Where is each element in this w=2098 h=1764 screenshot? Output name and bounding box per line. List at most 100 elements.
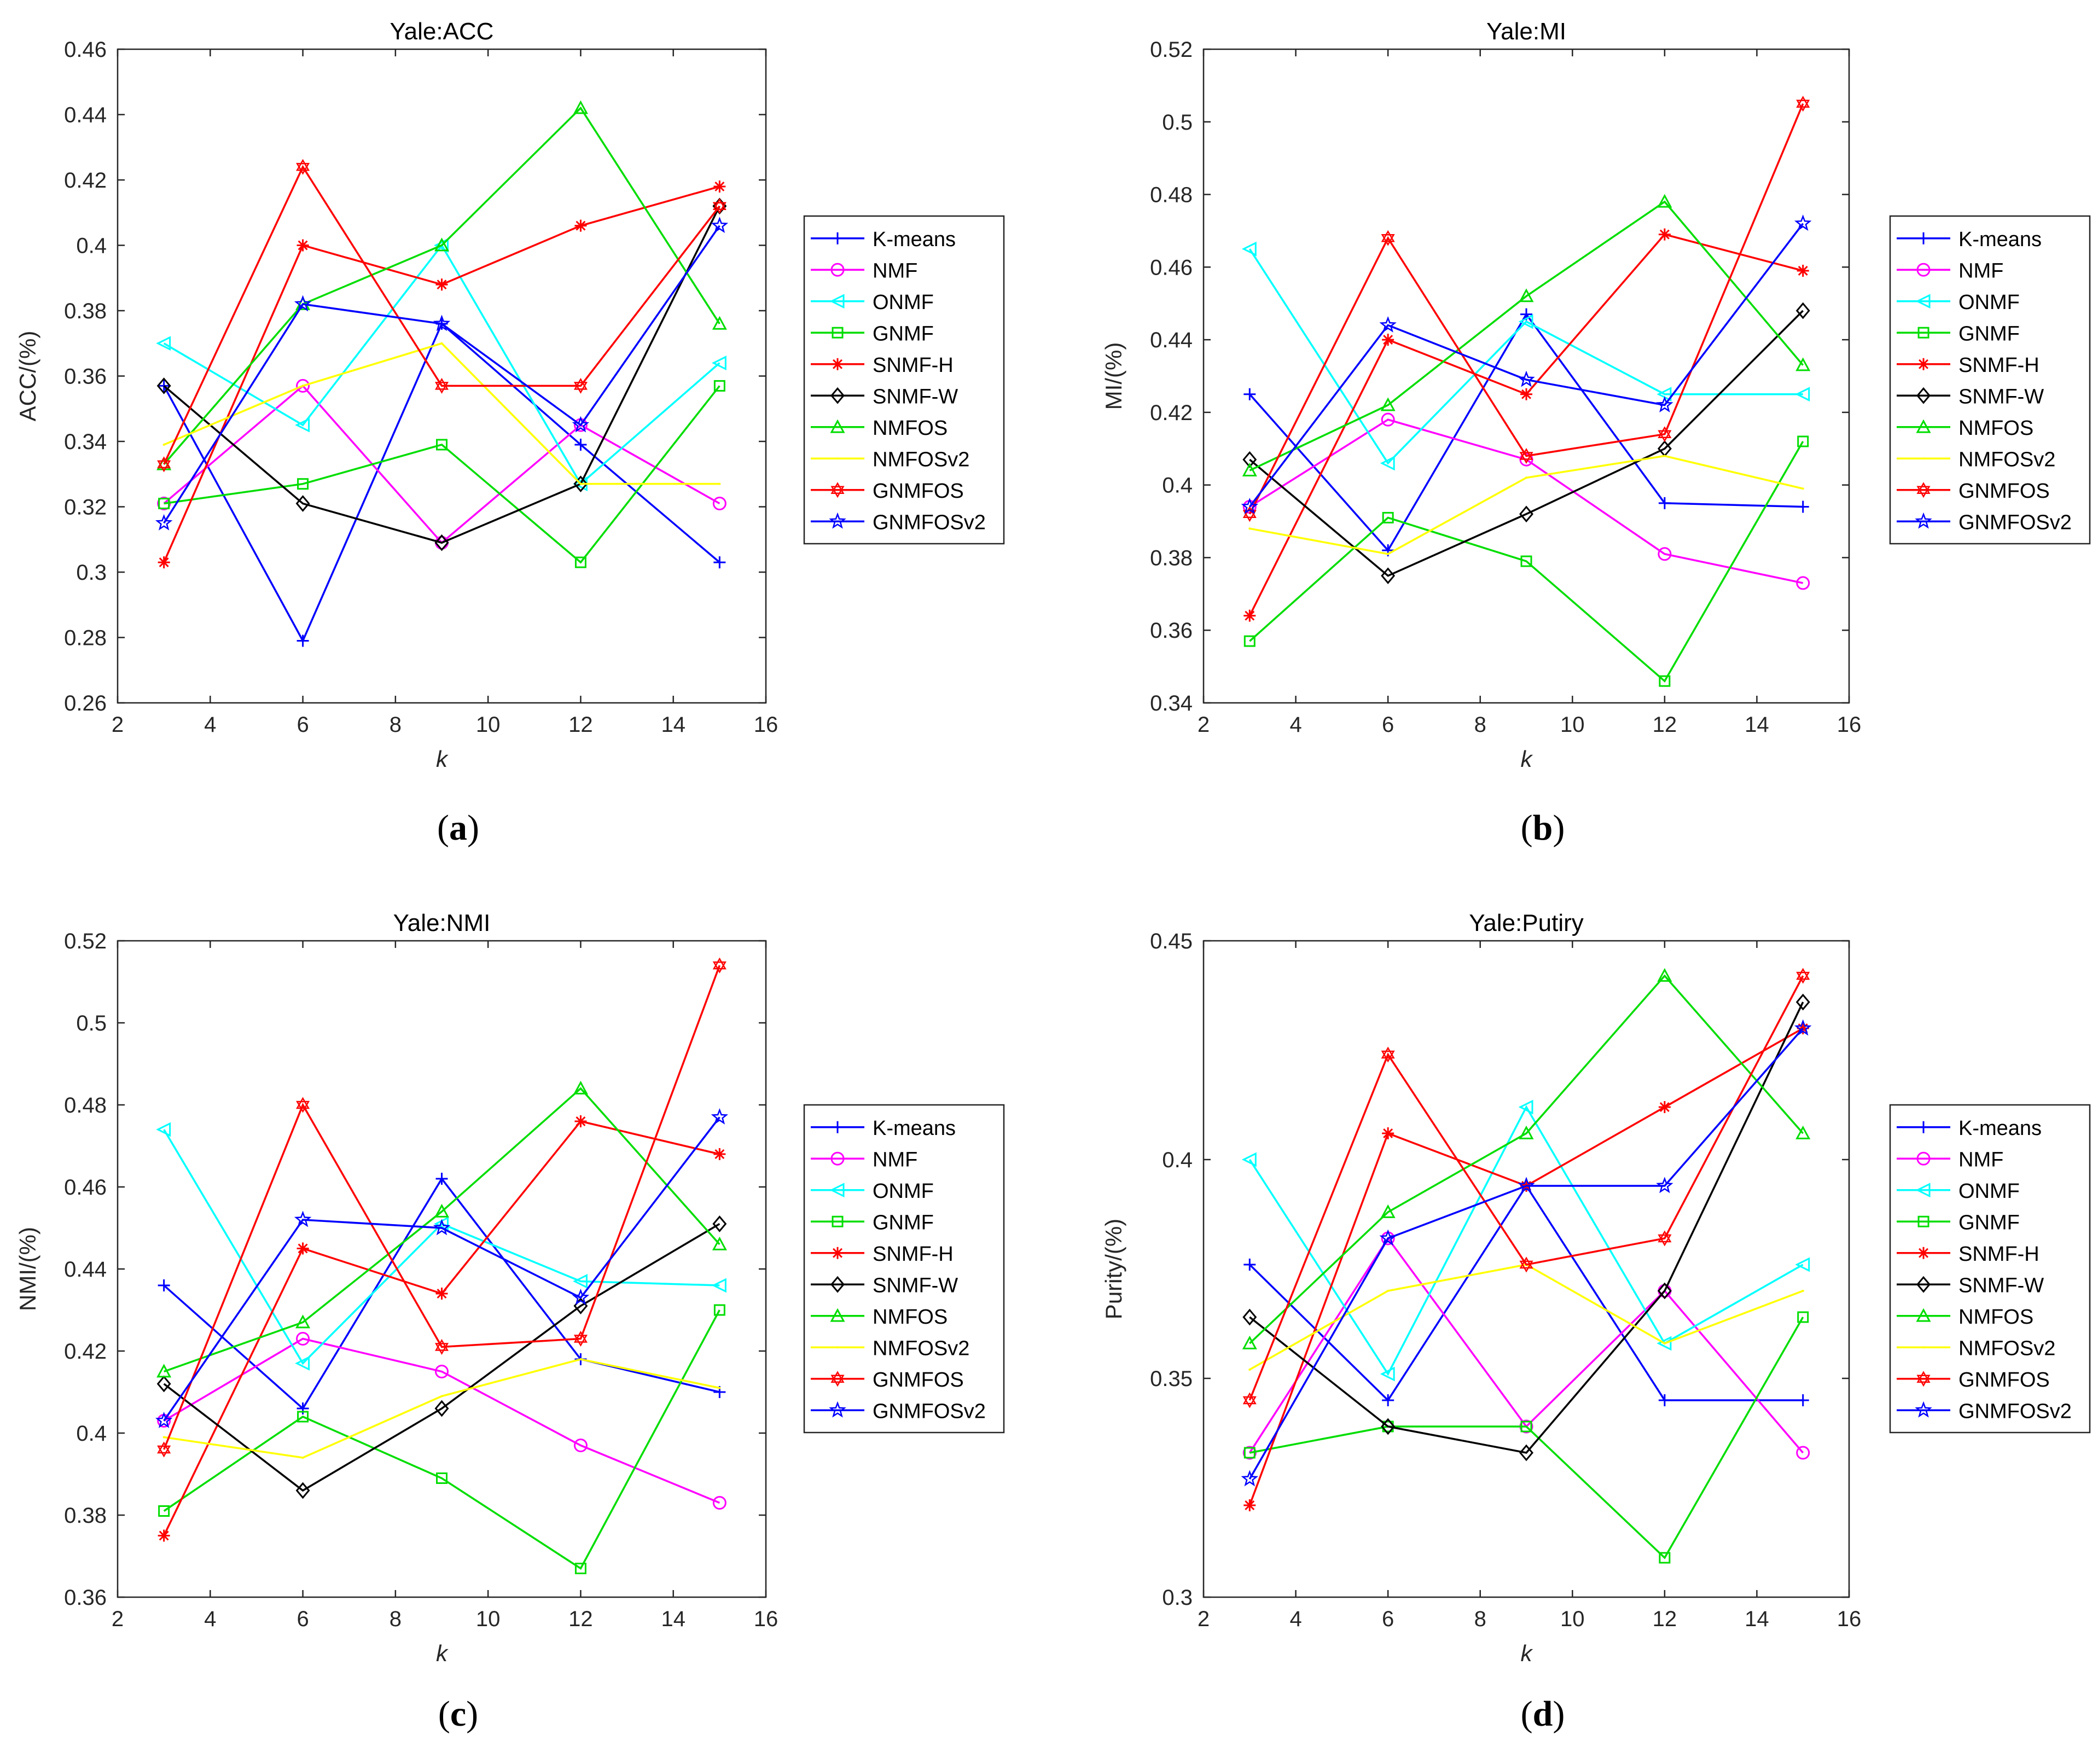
legend-item-gnmfosv2: GNMFOSv2: [1897, 511, 2072, 534]
data-point: [1242, 462, 1257, 476]
series-line: [1248, 975, 1804, 1401]
y-axis-label: MI/(%): [1101, 342, 1126, 410]
series-line: [163, 1116, 720, 1422]
y-tick-label: 0.34: [64, 430, 107, 454]
x-tick-label: 4: [204, 1607, 216, 1631]
data-point: [1380, 1204, 1396, 1218]
legend-label: SNMF-W: [873, 1274, 958, 1297]
data-point: [579, 1358, 582, 1360]
legend-marker: [1917, 358, 1930, 370]
chart-panel-b: 2 4 6 8 10 12 14 16 0.34 0.36 0.38 0.4 0.42 0.44 0.46 0…: [1101, 18, 2091, 848]
legend-label: GNMFOSv2: [873, 511, 986, 534]
legend-label: NMFOSv2: [873, 448, 969, 471]
series-nmfosv2: [1248, 455, 1804, 555]
x-tick-label: 14: [1745, 1607, 1769, 1631]
x-tick-label: 4: [204, 713, 216, 737]
legend-item-gnmf: GNMF: [811, 322, 934, 345]
y-tick-label: 0.4: [1162, 1148, 1193, 1172]
y-tick-label: 0.42: [1150, 401, 1193, 425]
data-point: [1379, 1229, 1397, 1246]
legend-marker: [832, 358, 844, 370]
data-point: [436, 1472, 448, 1484]
data-point: [718, 1387, 721, 1389]
data-point: [1796, 1446, 1810, 1460]
legend-label: NMFOS: [1958, 417, 2033, 440]
data-point: [1381, 230, 1395, 246]
data-point: [1242, 1335, 1257, 1349]
legend-item-snmf-w: SNMF-W: [811, 1274, 958, 1297]
legend-item-snmf-h: SNMF-H: [1897, 354, 2039, 377]
series-k-means: [1243, 308, 1809, 557]
x-tick-label: 6: [297, 1607, 309, 1631]
data-point: [296, 159, 310, 175]
data-point: [1518, 1177, 1535, 1194]
y-tick-label: 0.38: [1150, 546, 1193, 570]
legend: K-means NMF ONMF GNMF SNMF-H SNMF-W NMFOS NMFOS…: [803, 215, 1005, 545]
data-point: [1381, 1418, 1396, 1435]
data-point: [157, 1441, 171, 1458]
legend-item-onmf: ONMF: [811, 291, 934, 314]
legend-label: NMF: [873, 259, 917, 282]
data-point: [1243, 1499, 1256, 1511]
data-point: [1241, 1470, 1259, 1487]
series-line: [1249, 310, 1804, 577]
data-point: [1794, 214, 1812, 231]
legend-marker: [1917, 1121, 1930, 1133]
series-line: [163, 1337, 720, 1504]
legend-marker: [832, 1215, 844, 1227]
data-point: [1656, 396, 1673, 412]
legend-label: NMFOS: [873, 1306, 948, 1329]
data-point: [712, 497, 727, 511]
y-tick-label: 0.26: [64, 691, 107, 715]
x-tick-label: 6: [1382, 713, 1394, 737]
data-point: [1797, 500, 1809, 513]
series-nmfosv2: [162, 1358, 721, 1459]
series-snmf-h: [1243, 228, 1809, 622]
legend-marker: [1915, 1183, 1931, 1198]
data-point: [1801, 1290, 1804, 1292]
data-point: [1380, 456, 1395, 471]
y-tick-label: 0.52: [1150, 38, 1193, 62]
x-tick-label: 8: [1474, 713, 1486, 737]
data-point: [1241, 497, 1259, 514]
legend-item-gnmfosv2: GNMFOSv2: [811, 511, 986, 534]
legend-marker: [1916, 419, 1931, 433]
chart-title: Yale:MI: [1486, 18, 1566, 45]
data-point: [155, 514, 173, 531]
data-point: [1795, 302, 1810, 319]
data-point: [574, 219, 587, 232]
data-point: [1657, 1336, 1672, 1351]
data-point: [1659, 1552, 1671, 1564]
legend-item-gnmf: GNMF: [811, 1211, 934, 1234]
legend-label: GNMF: [873, 1211, 934, 1234]
legend-marker: [1922, 1346, 1925, 1349]
legend-item-snmf-w: SNMF-W: [811, 385, 958, 408]
legend-item-nmfos: NMFOS: [1897, 417, 2033, 440]
y-tick-label: 0.36: [1150, 619, 1193, 643]
data-point: [1520, 555, 1532, 567]
data-point: [434, 1338, 449, 1355]
data-point: [436, 439, 448, 451]
data-point: [1243, 609, 1256, 622]
legend-item-gnmf: GNMF: [1897, 322, 2020, 345]
data-point: [1243, 388, 1256, 400]
data-point: [440, 342, 443, 345]
panel-caption: (a): [437, 808, 479, 848]
data-point: [1797, 264, 1809, 277]
data-point: [435, 1173, 448, 1185]
y-tick-label: 0.3: [1162, 1586, 1193, 1610]
data-point: [1379, 316, 1397, 333]
series-line: [164, 1087, 720, 1373]
data-point: [297, 1411, 309, 1423]
series-snmf-w: [156, 1215, 727, 1499]
legend-item-nmfos: NMFOS: [811, 1306, 948, 1329]
data-point: [1801, 487, 1804, 490]
data-point: [573, 1080, 588, 1095]
data-point: [1380, 1366, 1395, 1382]
legend-label: GNMFOSv2: [1958, 511, 2072, 534]
legend-item-gnmfosv2: GNMFOSv2: [1897, 1400, 2072, 1423]
data-point: [1519, 1444, 1533, 1462]
x-tick-label: 16: [1837, 1607, 1862, 1631]
legend: K-means NMF ONMF GNMF SNMF-H SNMF-W NMFOS NMFOS…: [1889, 1104, 2091, 1434]
legend-item-gnmfos: GNMFOS: [811, 480, 964, 503]
